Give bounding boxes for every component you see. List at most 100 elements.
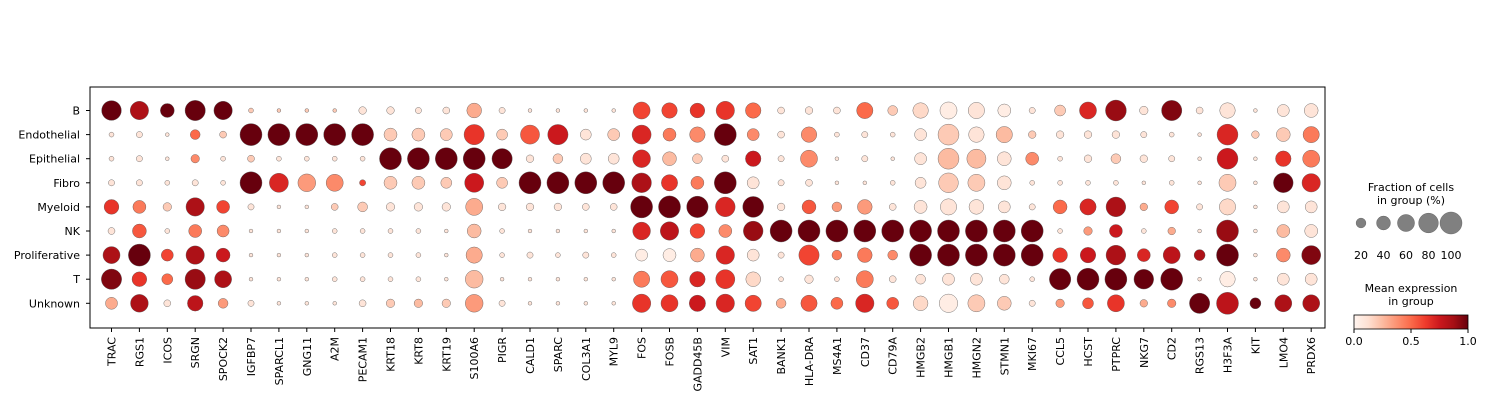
dot-t-hla-dra [804, 274, 814, 284]
x-tick-label: GADD45B [691, 337, 704, 392]
x-tick-label: A2M [329, 337, 342, 361]
dot-epithelial-a2m [332, 156, 338, 162]
dot-proliferative-rgs13 [1193, 249, 1206, 261]
dot-endothelial-col3a1 [580, 128, 592, 141]
dot-t-krt8 [415, 276, 422, 282]
dot-unknown-nkg7 [1139, 299, 1148, 308]
dot-fibro-gadd45b [690, 176, 705, 190]
dot-b-h3f3a [1219, 102, 1236, 119]
dot-t-h3f3a [1219, 271, 1236, 288]
x-tick-label: SPOCK2 [217, 337, 230, 381]
dot-fibro-pecam1 [359, 179, 366, 187]
dot-t-srgn [184, 268, 206, 290]
dot-myeloid-s100a6 [465, 198, 483, 216]
dot-endothelial-kit [1251, 130, 1260, 139]
dot-proliferative-myl9 [611, 252, 617, 258]
dot-proliferative-krt18 [387, 252, 394, 258]
dot-endothelial-rgs1 [136, 131, 143, 138]
dot-fibro-hmgn2 [967, 174, 986, 192]
x-tick-label: RGS1 [133, 337, 146, 367]
dot-b-hmgb2 [912, 102, 929, 119]
dot-proliferative-krt19 [444, 252, 449, 258]
dot-epithelial-hla-dra [800, 149, 818, 168]
dot-t-trac [101, 268, 122, 290]
dot-epithelial-cd79a [890, 156, 895, 161]
dot-epithelial-rgs13 [1197, 156, 1202, 161]
dot-nk-krt8 [415, 228, 422, 234]
dot-proliferative-krt8 [415, 252, 422, 258]
dot-t-fosb [660, 270, 679, 288]
dot-b-ccl5 [1054, 104, 1066, 117]
dot-t-hmgb1 [942, 272, 955, 286]
dot-fibro-igfbp7 [239, 171, 263, 195]
dot-t-sparcl1 [276, 277, 282, 282]
dot-nk-rgs13 [1197, 228, 1202, 234]
dot-unknown-prdx6 [1302, 294, 1320, 313]
dot-proliferative-igfbp7 [248, 252, 254, 258]
dot-proliferative-fosb [662, 248, 677, 262]
dot-unknown-bank1 [775, 298, 787, 309]
dot-fibro-fosb [661, 174, 678, 192]
x-tick-label: PTPRC [1110, 337, 1123, 372]
size-legend-dot [1439, 211, 1463, 235]
dot-endothelial-spock2 [219, 130, 227, 139]
dot-nk-hmgb2 [909, 219, 932, 243]
dot-endothelial-cd2 [1169, 131, 1175, 138]
dot-b-kit [1253, 108, 1258, 113]
dot-proliferative-cd2 [1162, 246, 1181, 264]
dot-endothelial-h3f3a [1216, 123, 1239, 146]
dot-endothelial-pigr [496, 128, 508, 141]
dot-endothelial-pecam1 [351, 123, 374, 146]
dot-t-fos [633, 270, 650, 288]
dot-fibro-pigr [496, 177, 508, 189]
dot-t-icos [161, 273, 174, 285]
dot-myeloid-pecam1 [357, 201, 368, 213]
dot-fibro-myl9 [602, 171, 625, 195]
dot-proliferative-nkg7 [1137, 248, 1151, 262]
dot-nk-vim [718, 224, 733, 238]
dot-unknown-gng11 [304, 301, 309, 306]
dot-t-nkg7 [1133, 269, 1154, 290]
dot-unknown-ms4a1 [830, 297, 844, 310]
dot-t-gng11 [304, 277, 309, 282]
dot-endothelial-prdx6 [1302, 126, 1320, 143]
dot-proliferative-rgs1 [128, 243, 151, 267]
dot-nk-sat1 [743, 220, 764, 242]
dot-myeloid-mki67 [1028, 203, 1036, 211]
dot-unknown-rgs1 [130, 294, 149, 313]
dot-b-gadd45b [689, 102, 705, 119]
x-tick-label: KRT18 [385, 337, 398, 372]
dot-unknown-pigr [498, 299, 506, 307]
x-tick-label: TRAC [106, 337, 119, 367]
dot-epithelial-krt19 [435, 147, 458, 170]
dot-myeloid-rgs1 [132, 200, 147, 214]
dot-t-hmgb2 [915, 274, 926, 285]
dot-fibro-gng11 [297, 173, 316, 192]
dot-nk-lmo4 [1276, 224, 1291, 238]
dot-b-myl9 [611, 108, 616, 113]
dot-proliferative-col3a1 [582, 251, 590, 259]
dot-myeloid-hcst [1079, 198, 1097, 216]
dot-fibro-bank1 [777, 179, 785, 187]
dot-proliferative-pigr [499, 252, 505, 258]
dot-epithelial-ms4a1 [834, 156, 840, 161]
dot-unknown-stmn1 [997, 296, 1012, 311]
dot-proliferative-hmgb2 [909, 243, 932, 267]
dot-endothelial-hmgb2 [914, 128, 927, 141]
dot-nk-pecam1 [359, 228, 366, 234]
dot-b-krt19 [442, 106, 450, 115]
dot-proliferative-ccl5 [1052, 247, 1068, 263]
dot-b-hla-dra [804, 106, 814, 115]
dot-proliferative-mki67 [1020, 243, 1044, 267]
dot-endothelial-krt19 [440, 128, 453, 141]
dot-t-cd2 [1160, 268, 1183, 291]
dot-endothelial-hcst [1083, 130, 1093, 139]
y-tick-label: Myeloid [37, 201, 80, 214]
dot-t-vim [715, 269, 736, 289]
dot-endothelial-stmn1 [995, 126, 1013, 143]
dot-t-pigr [499, 277, 505, 282]
dot-nk-hmgb1 [937, 219, 960, 243]
dot-b-nkg7 [1139, 106, 1149, 115]
dot-nk-hmgn2 [965, 219, 988, 243]
dot-b-cald1 [527, 108, 533, 113]
